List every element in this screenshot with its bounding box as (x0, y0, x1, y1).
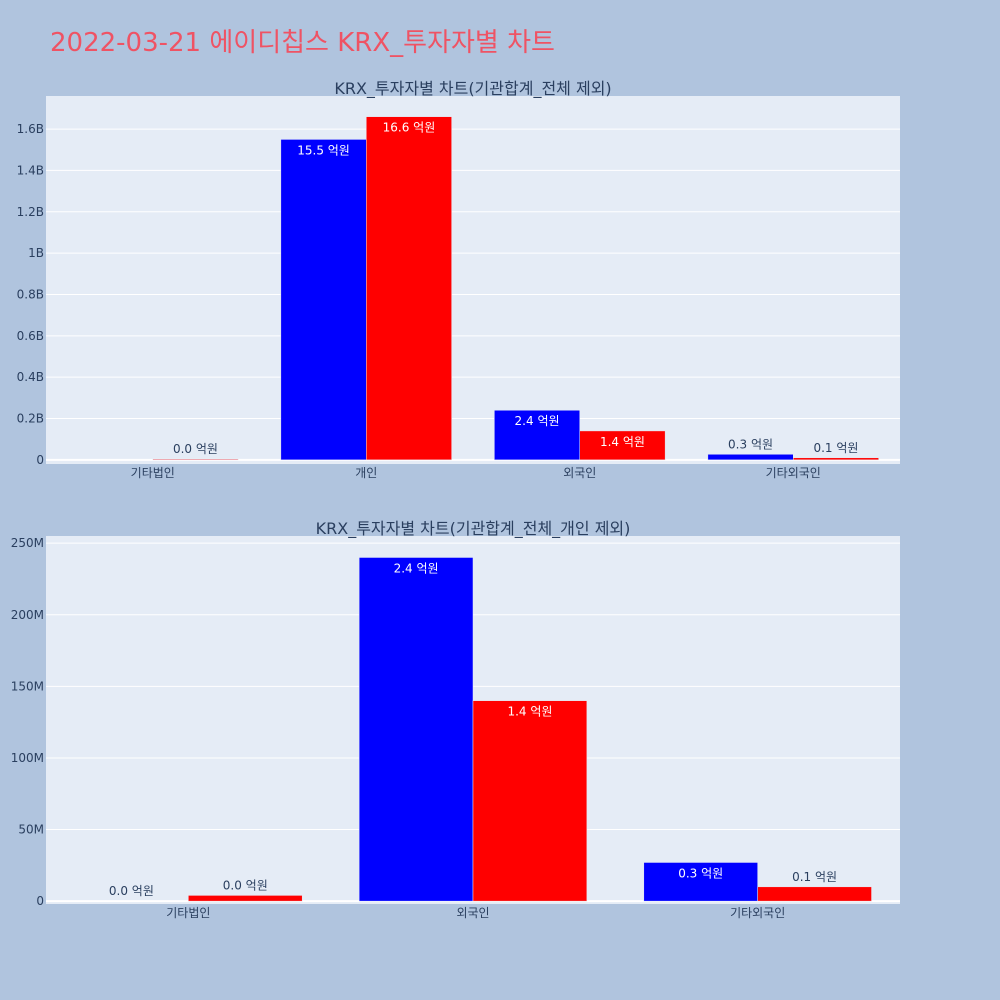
x-tick-label: 외국인 (456, 906, 489, 920)
y-tick-label: 1B (28, 246, 44, 260)
y-tick-label: 1.6B (17, 122, 44, 136)
bar (472, 700, 588, 902)
bar (494, 409, 581, 461)
bar (280, 139, 367, 461)
x-tick-label: 기타외국인 (766, 466, 821, 480)
x-tick-label: 개인 (355, 466, 377, 480)
bar (579, 430, 666, 461)
data-label: 0.3 억원 (678, 866, 723, 880)
y-tick-label: 0 (36, 453, 44, 467)
data-label: 15.5 억원 (297, 143, 350, 157)
bar (643, 862, 758, 902)
y-tick-label: 1.2B (17, 205, 44, 219)
y-tick-label: 1.4B (17, 163, 44, 177)
page-title: 2022-03-21 에이디칩스 KRX_투자자별 차트 (50, 28, 555, 58)
y-tick-label: 0.2B (17, 412, 44, 426)
x-tick-label: 외국인 (563, 466, 596, 480)
y-tick-label: 200M (11, 608, 44, 622)
x-tick-label: 기타법인 (131, 466, 175, 480)
y-tick-label: 150M (11, 679, 44, 693)
y-tick-label: 0.6B (17, 329, 44, 343)
y-tick-label: 100M (11, 751, 44, 765)
bar (188, 895, 303, 902)
y-tick-label: 0 (36, 894, 44, 908)
y-tick-label: 0.8B (17, 287, 44, 301)
y-tick-label: 0.4B (17, 370, 44, 384)
plot-area (46, 96, 900, 464)
data-label: 2.4 억원 (394, 561, 439, 575)
bar (366, 116, 452, 461)
bar (793, 457, 879, 461)
chart-top: 0 0.2B 0.4B 0.6B 0.8B 1B 1.2B 1.4B 1.6B KRX_투자자별 … (17, 79, 900, 480)
data-label: 2.4 억원 (515, 414, 560, 428)
chart-title: KRX_투자자별 차트(기관합계_전체_개인 제외) (316, 519, 631, 539)
data-label: 1.4 억원 (600, 435, 645, 449)
chart-title: KRX_투자자별 차트(기관합계_전체 제외) (334, 79, 611, 99)
x-tick-label: 기타외국인 (730, 906, 785, 920)
bar (757, 886, 872, 902)
chart-bottom: 0 50M 100M 150M 200M 250M KRX_투자자별 차트(기관합계_전체_… (11, 519, 900, 920)
x-tick-label: 기타법인 (166, 906, 210, 920)
data-label: 0.3 억원 (728, 437, 773, 451)
bar (707, 454, 794, 461)
data-label: 16.6 억원 (383, 121, 436, 135)
y-tick-label: 50M (18, 823, 44, 837)
y-tick-label: 250M (11, 536, 44, 550)
data-label: 1.4 억원 (507, 705, 552, 719)
bar (358, 557, 474, 902)
data-label: 0.0 억원 (109, 884, 154, 898)
data-label: 0.0 억원 (173, 442, 218, 456)
data-label: 0.0 억원 (223, 878, 268, 892)
data-label: 0.1 억원 (813, 441, 858, 455)
bar (152, 458, 239, 461)
data-label: 0.1 억원 (792, 870, 837, 884)
